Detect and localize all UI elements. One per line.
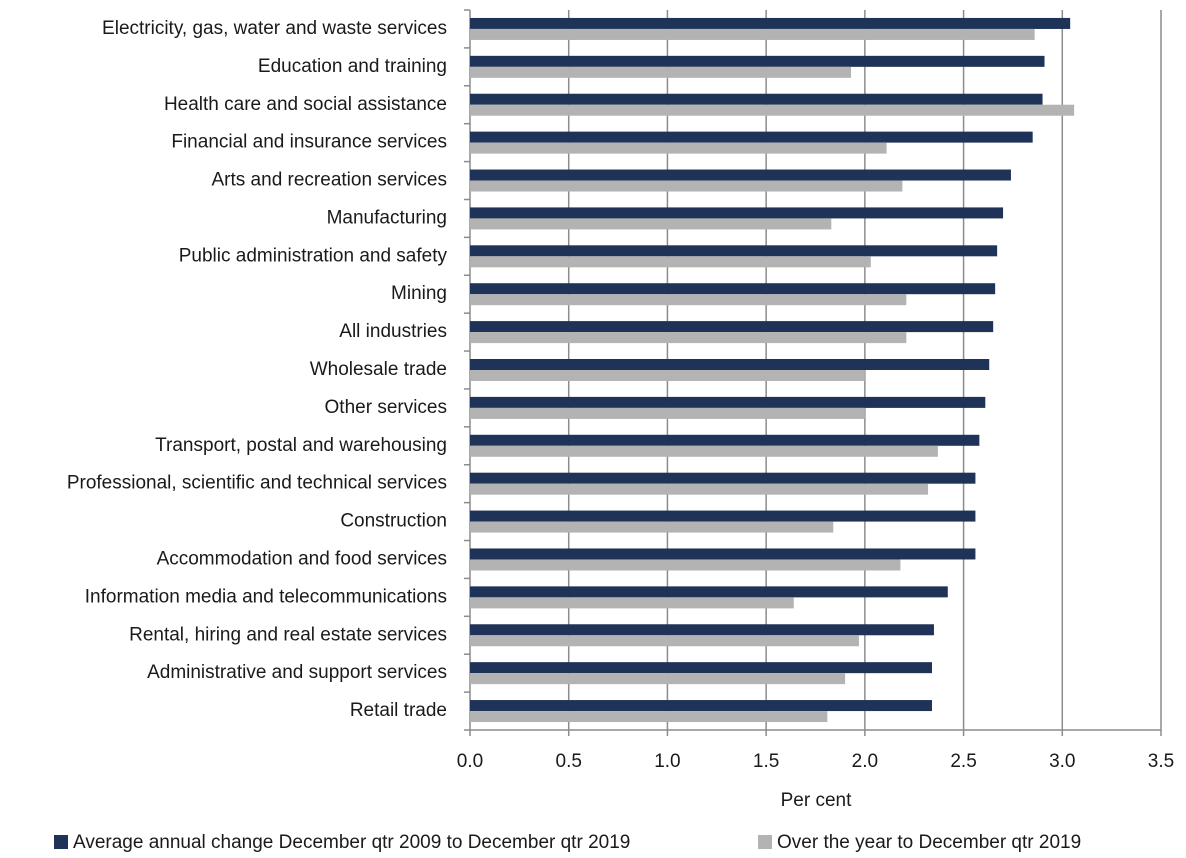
y-tick-label: Mining bbox=[391, 283, 447, 304]
bar bbox=[470, 510, 976, 522]
bar bbox=[470, 370, 865, 381]
bar bbox=[470, 180, 903, 192]
bar bbox=[470, 332, 907, 344]
x-tick-label: 2.5 bbox=[950, 751, 976, 772]
bar bbox=[470, 283, 996, 295]
bar bbox=[470, 28, 1035, 40]
x-tick-label: 3.0 bbox=[1049, 751, 1075, 772]
bar bbox=[470, 256, 871, 268]
x-tick-label: 1.0 bbox=[654, 751, 680, 772]
bar bbox=[470, 472, 976, 484]
bar bbox=[470, 104, 1075, 116]
bar bbox=[470, 17, 1071, 29]
bar bbox=[470, 55, 1045, 67]
bar bbox=[470, 700, 932, 712]
legend-label: Over the year to December qtr 2019 bbox=[777, 832, 1081, 853]
y-tick-label: Electricity, gas, water and waste servic… bbox=[102, 18, 447, 39]
bar bbox=[470, 396, 986, 408]
bar bbox=[470, 131, 1033, 143]
bar bbox=[470, 673, 846, 685]
y-tick-label: Administrative and support services bbox=[147, 662, 447, 683]
legend-swatch bbox=[54, 835, 68, 849]
y-tick-label: Public administration and safety bbox=[179, 245, 448, 266]
bar bbox=[470, 169, 1011, 181]
bar bbox=[470, 445, 938, 457]
y-tick-label: Health care and social assistance bbox=[164, 94, 447, 115]
bar bbox=[470, 635, 859, 647]
bar bbox=[470, 483, 929, 495]
x-tick-label: 2.0 bbox=[852, 751, 878, 772]
x-axis-label: Per cent bbox=[781, 790, 852, 811]
x-tick-label: 0.0 bbox=[457, 751, 483, 772]
bar bbox=[470, 321, 994, 333]
bar bbox=[470, 434, 980, 446]
y-tick-label: All industries bbox=[339, 321, 447, 342]
y-tick-label: Financial and insurance services bbox=[171, 132, 447, 153]
bar bbox=[470, 218, 832, 230]
bar bbox=[470, 597, 794, 609]
x-tick-label: 0.5 bbox=[556, 751, 582, 772]
y-tick-label: Construction bbox=[340, 511, 447, 532]
bar bbox=[470, 407, 865, 419]
bar bbox=[470, 294, 907, 306]
bar bbox=[470, 586, 948, 598]
bar bbox=[470, 66, 852, 78]
bar bbox=[470, 142, 887, 154]
y-tick-label: Other services bbox=[325, 397, 447, 418]
y-tick-label: Manufacturing bbox=[327, 207, 447, 228]
bar bbox=[470, 245, 998, 257]
y-tick-label: Accommodation and food services bbox=[157, 548, 447, 569]
bar bbox=[470, 521, 834, 533]
bar bbox=[470, 662, 932, 674]
y-tick-label: Information media and telecommunications bbox=[85, 586, 447, 607]
y-tick-label: Rental, hiring and real estate services bbox=[129, 624, 447, 645]
bar bbox=[470, 93, 1043, 105]
bar bbox=[470, 548, 976, 560]
x-tick-label: 3.5 bbox=[1148, 751, 1174, 772]
bar bbox=[470, 559, 901, 571]
y-tick-label: Arts and recreation services bbox=[212, 170, 448, 191]
x-tick-label: 1.5 bbox=[753, 751, 779, 772]
y-tick-label: Professional, scientific and technical s… bbox=[67, 473, 447, 494]
bar bbox=[470, 207, 1004, 219]
y-tick-label: Wholesale trade bbox=[310, 359, 447, 380]
y-tick-label: Education and training bbox=[258, 56, 447, 77]
bar bbox=[470, 711, 828, 723]
y-tick-label: Retail trade bbox=[350, 700, 447, 721]
y-tick-label: Transport, postal and warehousing bbox=[155, 435, 447, 456]
bar bbox=[470, 359, 990, 370]
legend-label: Average annual change December qtr 2009 … bbox=[73, 832, 630, 853]
legend-swatch bbox=[758, 835, 772, 849]
bar bbox=[470, 624, 934, 636]
